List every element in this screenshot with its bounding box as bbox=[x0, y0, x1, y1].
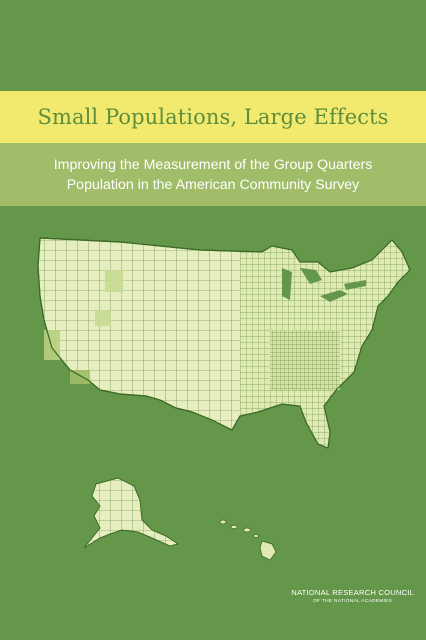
hawaii bbox=[219, 519, 277, 561]
contiguous-us bbox=[37, 237, 411, 449]
alaska bbox=[83, 477, 180, 549]
publisher-logo: NATIONAL RESEARCH COUNCIL OF THE NATIONA… bbox=[291, 588, 414, 604]
subtitle-line-1: Improving the Measurement of the Group Q… bbox=[53, 156, 373, 173]
us-county-map bbox=[37, 237, 411, 561]
publisher-subtitle: OF THE NATIONAL ACADEMIES bbox=[313, 599, 393, 604]
subtitle-band: Improving the Measurement of the Group Q… bbox=[0, 143, 426, 206]
publisher-name: NATIONAL RESEARCH COUNCIL bbox=[291, 588, 414, 597]
title-band: Small Populations, Large Effects bbox=[0, 91, 426, 143]
subtitle-line-2: Population in the American Community Sur… bbox=[66, 176, 360, 193]
book-title: Small Populations, Large Effects bbox=[37, 105, 389, 129]
